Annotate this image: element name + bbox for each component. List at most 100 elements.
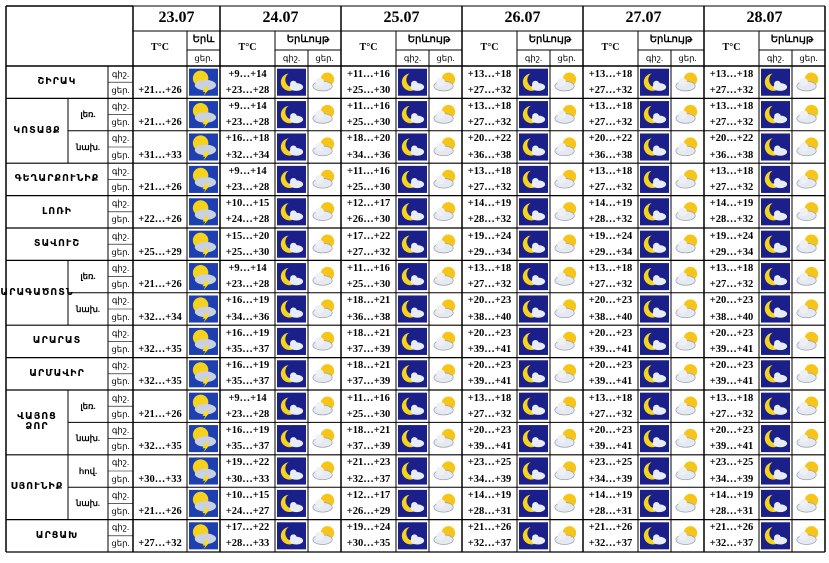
weather-icon: [433, 234, 456, 254]
weather-icon: [640, 489, 669, 517]
weather-icon: [554, 525, 577, 546]
temp-range: +20…+23: [709, 360, 754, 372]
weather-icon: [761, 457, 790, 485]
temp-range: +13…+18: [467, 262, 512, 274]
temp-range: +20…+22: [467, 133, 512, 145]
weather-icon: [796, 363, 819, 384]
day-label: ցեր.: [111, 441, 130, 452]
temp-range: +13…+18: [467, 165, 512, 177]
weather-icon: [277, 327, 306, 355]
temp-range: +36…+38: [588, 149, 633, 161]
day-label: ցեր.: [111, 344, 130, 355]
temp-range: +27…+32: [588, 117, 633, 129]
weather-icon: [554, 169, 577, 189]
weather-icon: [675, 169, 698, 189]
temp-range: +32…+37: [709, 538, 754, 550]
weather-icon: [796, 460, 819, 481]
weather-icon: [433, 363, 456, 384]
weather-icon: [277, 198, 306, 226]
temp-range: +20…+23: [588, 360, 633, 372]
temp-range: +27…+32: [467, 117, 512, 129]
temp-range: +24…+28: [225, 214, 270, 226]
temp-range: +13…+18: [709, 165, 754, 177]
weather-icon: [796, 104, 819, 124]
night-label: գիշ.: [111, 230, 130, 241]
weather-icon: [189, 165, 218, 193]
temp-range: +27…+32: [709, 117, 754, 129]
temp-range: +11…+16: [347, 262, 390, 274]
weather-icon: [761, 68, 790, 96]
region-name: ԱՐԱԳԱԾՈՏՆ: [0, 286, 74, 298]
weather-icon: [640, 522, 669, 550]
temp-range: +39…+41: [709, 343, 754, 355]
temp-range: +35…+37: [225, 441, 270, 453]
night-label: գիշ.: [111, 198, 130, 209]
temp-range: +9…+14: [228, 262, 267, 274]
temp-range: +14…+19: [467, 489, 512, 501]
weather-icon: [761, 101, 790, 129]
zone-name: հով.: [78, 465, 98, 476]
night-header: գիշ.: [766, 52, 785, 63]
phenomenon-header: Երևույթ: [528, 34, 572, 46]
temp-range: +20…+23: [709, 295, 754, 307]
weather-icon: [189, 263, 218, 291]
temp-range: +12…+17: [346, 489, 391, 501]
zone-name: նախ.: [75, 497, 101, 508]
weather-icon: [398, 457, 427, 485]
temp-range: +23…+28: [225, 408, 270, 420]
weather-icon: [277, 392, 306, 420]
temp-range: +13…+18: [588, 262, 633, 274]
temp-range: +18…+20: [346, 133, 391, 145]
temp-range: +27…+32: [588, 181, 633, 193]
weather-icon: [519, 101, 548, 129]
weather-icon: [761, 425, 790, 453]
night-header: գիշ.: [524, 52, 543, 63]
temp-range: +29…+34: [709, 246, 754, 258]
temp-range: +21…+26: [138, 181, 182, 193]
temp-range: +21…+26: [138, 408, 182, 420]
weather-icon: [398, 295, 427, 323]
temp-range: +25…+30: [225, 246, 270, 258]
weather-icon: [312, 428, 335, 448]
temp-range: +21…+26: [709, 522, 754, 534]
weather-icon: [277, 133, 306, 161]
weather-icon: [312, 136, 335, 157]
temp-range: +36…+38: [346, 311, 391, 323]
temp-header: T°C: [359, 42, 378, 54]
weather-icon: [312, 104, 335, 124]
temp-range: +16…+18: [225, 133, 270, 145]
weather-icon: [277, 360, 306, 388]
weather-icon: [519, 489, 548, 517]
temp-range: +19…+24: [709, 230, 754, 242]
night-label: գիշ.: [111, 489, 130, 500]
temp-range: +20…+23: [467, 360, 512, 372]
weather-icon: [519, 295, 548, 323]
temp-range: +20…+23: [588, 424, 633, 436]
weather-icon: [796, 136, 819, 157]
temp-range: +27…+32: [588, 408, 633, 420]
night-label: գիշ.: [111, 360, 130, 371]
temp-range: +36…+38: [709, 149, 754, 161]
temp-range: +27…+32: [138, 538, 182, 550]
weather-icon: [398, 68, 427, 96]
weather-icon: [277, 165, 306, 193]
weather-icon: [398, 425, 427, 453]
temp-range: +32…+35: [138, 343, 182, 355]
temp-range: +37…+39: [346, 441, 391, 453]
temp-range: +39…+41: [467, 343, 512, 355]
weather-icon: [675, 104, 698, 124]
weather-icon: [554, 396, 577, 416]
weather-icon: [398, 489, 427, 517]
temp-range: +21…+23: [346, 457, 391, 469]
weather-icon: [640, 165, 669, 193]
temp-range: +13…+18: [588, 100, 633, 112]
temp-range: +14…+19: [588, 489, 633, 501]
day-header: ցեր.: [194, 52, 213, 63]
temp-range: +38…+40: [588, 311, 633, 323]
temp-range: +37…+39: [346, 343, 391, 355]
phenomenon-header: Երևույթ: [649, 34, 693, 46]
temp-range: +20…+23: [467, 327, 512, 339]
weather-icon: [398, 360, 427, 388]
weather-icon: [796, 266, 819, 286]
